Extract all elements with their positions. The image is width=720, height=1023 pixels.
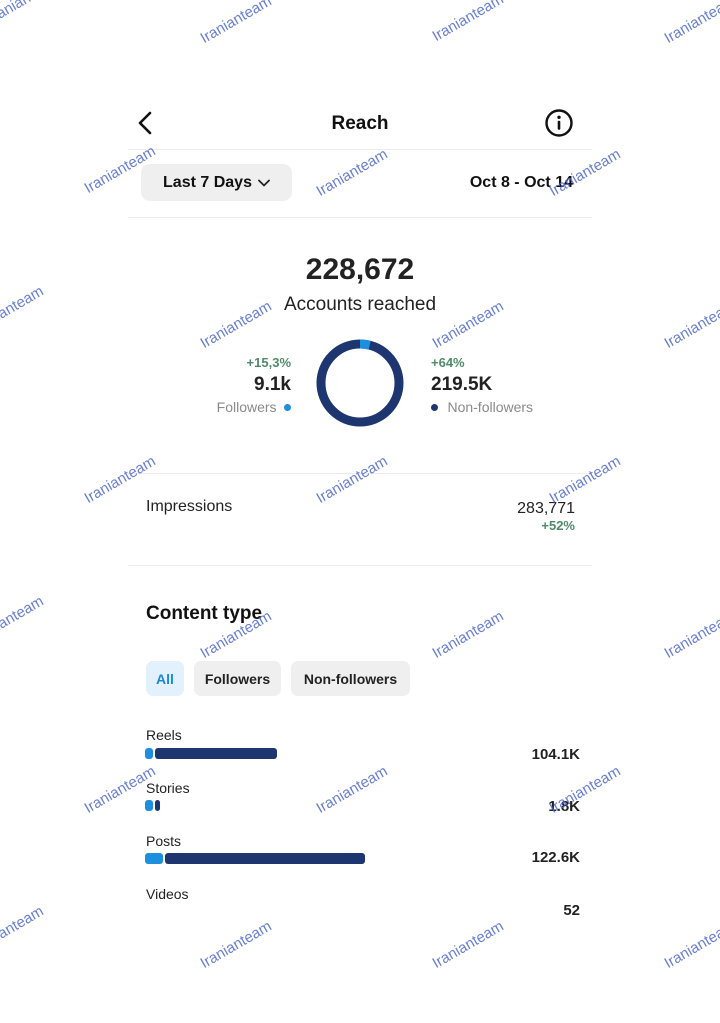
- watermark: Iranianteam: [0, 282, 47, 337]
- watermark: Iranianteam: [546, 145, 624, 200]
- watermark: Iranianteam: [197, 0, 275, 47]
- impressions-change: +52%: [541, 518, 575, 533]
- followers-summary: +15,3% 9.1k Followers: [190, 354, 291, 419]
- impressions-divider: [128, 565, 592, 566]
- followers-legend-dot: [284, 404, 291, 412]
- non-followers-label: Non-followers: [447, 399, 534, 416]
- followers-label: Followers: [216, 399, 277, 416]
- tab-all[interactable]: All: [146, 661, 184, 696]
- watermark: Iranianteam: [429, 917, 507, 972]
- donut-followers-arc: [316, 339, 404, 427]
- impressions-label: Impressions: [146, 498, 233, 515]
- date-range-text: Oct 8 - Oct 14: [469, 174, 573, 191]
- stories-followers-bar: [145, 800, 153, 811]
- watermark: Iranianteam: [313, 452, 391, 507]
- content-row-label: Reels: [146, 727, 182, 743]
- posts-followers-bar: [145, 853, 163, 864]
- back-arrow-icon[interactable]: [134, 110, 158, 136]
- stories-nonfollowers-bar: [155, 800, 160, 811]
- watermark: Iranianteam: [313, 145, 391, 200]
- content-row-value: 1.8K: [548, 798, 580, 815]
- content-row-label: Stories: [146, 780, 190, 796]
- reels-nonfollowers-bar: [155, 748, 278, 759]
- watermark: Iranianteam: [429, 0, 507, 45]
- summary-divider: [128, 473, 592, 474]
- posts-nonfollowers-bar: [164, 853, 365, 864]
- content-row-label: Videos: [146, 886, 189, 902]
- content-row-value: 104.1K: [531, 746, 580, 763]
- watermark: Iranianteam: [661, 0, 720, 47]
- watermark: Iranianteam: [197, 297, 275, 352]
- content-type-title: Content type: [146, 603, 263, 624]
- watermark: Iranianteam: [0, 0, 63, 27]
- non-followers-value: 219.5K: [431, 373, 493, 395]
- non-followers-change: +64%: [431, 355, 465, 370]
- watermark: Iranianteam: [0, 902, 47, 957]
- watermark: Iranianteam: [313, 762, 391, 817]
- watermark: Iranianteam: [0, 592, 47, 647]
- info-icon[interactable]: [544, 108, 574, 138]
- page-title: Reach: [331, 113, 389, 134]
- donut-nonfollowers-ring: [316, 339, 404, 427]
- watermark: Iranianteam: [429, 607, 507, 662]
- watermark: Iranianteam: [661, 297, 720, 352]
- content-row-value: 52: [563, 902, 580, 919]
- date-range-dropdown-label: Last 7 Days: [163, 173, 252, 191]
- header-divider: [128, 149, 592, 150]
- content-row-label: Posts: [146, 833, 182, 849]
- tab-followers[interactable]: Followers: [194, 661, 281, 696]
- non-followers-summary: +64% 219.5K Non-followers: [431, 354, 561, 419]
- watermark: Iranianteam: [661, 607, 720, 662]
- watermark: Iranianteam: [546, 452, 624, 507]
- filter-divider: [128, 217, 592, 218]
- date-range-dropdown[interactable]: Last 7 Days: [141, 164, 292, 201]
- reach-donut-chart: [316, 339, 404, 427]
- non-followers-legend-dot: [431, 404, 438, 412]
- accounts-reached-value: 228,672: [305, 253, 415, 286]
- content-row-value: 122.6K: [531, 849, 580, 866]
- watermark: Iranianteam: [661, 917, 720, 972]
- followers-change: +15,3%: [246, 355, 291, 370]
- chevron-down-icon: [258, 179, 270, 186]
- impressions-value: 283,771: [517, 500, 575, 517]
- watermark: Iranianteam: [197, 917, 275, 972]
- reels-followers-bar: [145, 748, 153, 759]
- accounts-reached-label: Accounts reached: [283, 294, 437, 315]
- watermark: Iranianteam: [546, 762, 624, 817]
- followers-value: 9.1k: [254, 373, 291, 395]
- tab-non-followers[interactable]: Non-followers: [291, 661, 410, 696]
